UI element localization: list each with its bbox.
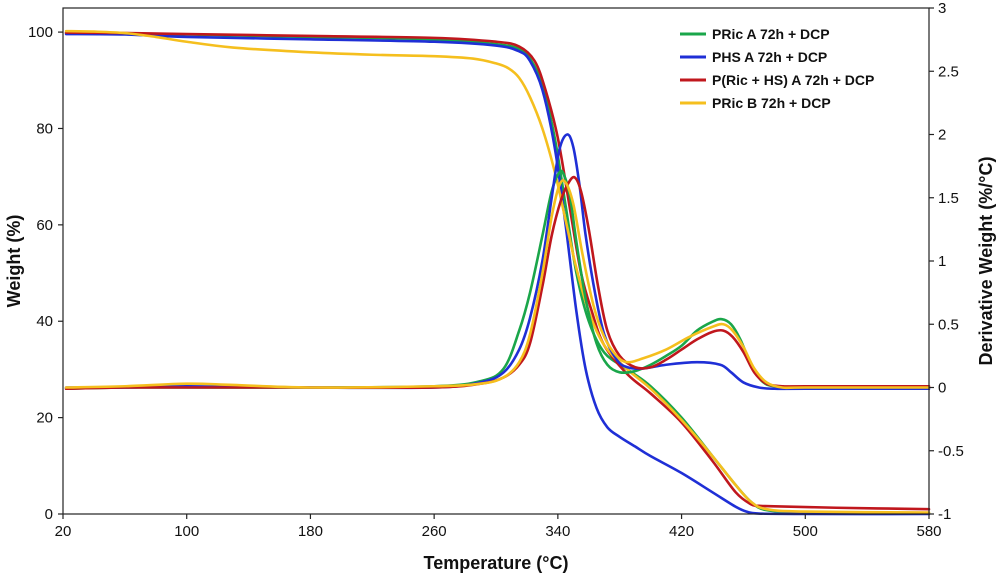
right-y-axis: -1 -0.5 0 0.5 1 1.5 2 2.5 3 bbox=[929, 0, 964, 523]
left-y-tick-label: 60 bbox=[36, 217, 53, 234]
series-line-derivative-pric-b-72h-dcp bbox=[64, 179, 931, 390]
x-tick-label: 20 bbox=[55, 523, 72, 540]
left-y-axis-title: Weight (%) bbox=[4, 215, 24, 308]
x-tick-label: 340 bbox=[545, 523, 570, 540]
right-y-tick-label: 2.5 bbox=[938, 63, 959, 80]
left-y-tick-label: 80 bbox=[36, 120, 53, 137]
series-line-weight-pric-b-72h-dcp bbox=[64, 29, 931, 514]
left-y-tick-label: 20 bbox=[36, 410, 53, 427]
series-line-derivative-p-ric-hs-a-72h-dcp bbox=[64, 175, 931, 391]
legend: PRic A 72h + DCP PHS A 72h + DCP P(Ric + H… bbox=[680, 26, 874, 111]
x-axis: 20 100 180 260 340 420 500 580 bbox=[55, 514, 942, 540]
right-y-tick-label: 1 bbox=[938, 253, 946, 270]
x-tick-label: 180 bbox=[298, 523, 323, 540]
series-line-derivative-phs-a-72h-dcp bbox=[64, 133, 931, 391]
right-y-tick-label: 0 bbox=[938, 380, 946, 397]
right-y-tick-label: 3 bbox=[938, 0, 946, 17]
left-y-axis: 0 20 40 60 80 100 bbox=[28, 24, 63, 523]
right-y-tick-label: 0.5 bbox=[938, 316, 959, 333]
series-line-weight-phs-a-72h-dcp bbox=[64, 32, 931, 516]
right-y-tick-label: -1 bbox=[938, 506, 951, 523]
x-tick-label: 580 bbox=[916, 523, 941, 540]
left-y-tick-label: 100 bbox=[28, 24, 53, 41]
legend-label: PHS A 72h + DCP bbox=[712, 49, 827, 65]
left-y-tick-label: 0 bbox=[45, 506, 53, 523]
right-y-tick-label: -0.5 bbox=[938, 443, 964, 460]
right-y-axis-title: Derivative Weight (%/°C) bbox=[976, 157, 996, 366]
x-axis-title: Temperature (°C) bbox=[424, 553, 569, 573]
series-line-derivative-pric-a-72h-dcp bbox=[64, 169, 931, 391]
x-tick-label: 420 bbox=[669, 523, 694, 540]
right-y-tick-label: 1.5 bbox=[938, 190, 959, 207]
legend-label: P(Ric + HS) A 72h + DCP bbox=[712, 72, 874, 88]
x-tick-label: 100 bbox=[174, 523, 199, 540]
x-tick-label: 260 bbox=[422, 523, 447, 540]
series-layer bbox=[64, 29, 931, 516]
right-y-tick-label: 2 bbox=[938, 127, 946, 144]
x-tick-label: 500 bbox=[793, 523, 818, 540]
legend-label: PRic B 72h + DCP bbox=[712, 95, 831, 111]
left-y-tick-label: 40 bbox=[36, 313, 53, 330]
legend-label: PRic A 72h + DCP bbox=[712, 26, 830, 42]
